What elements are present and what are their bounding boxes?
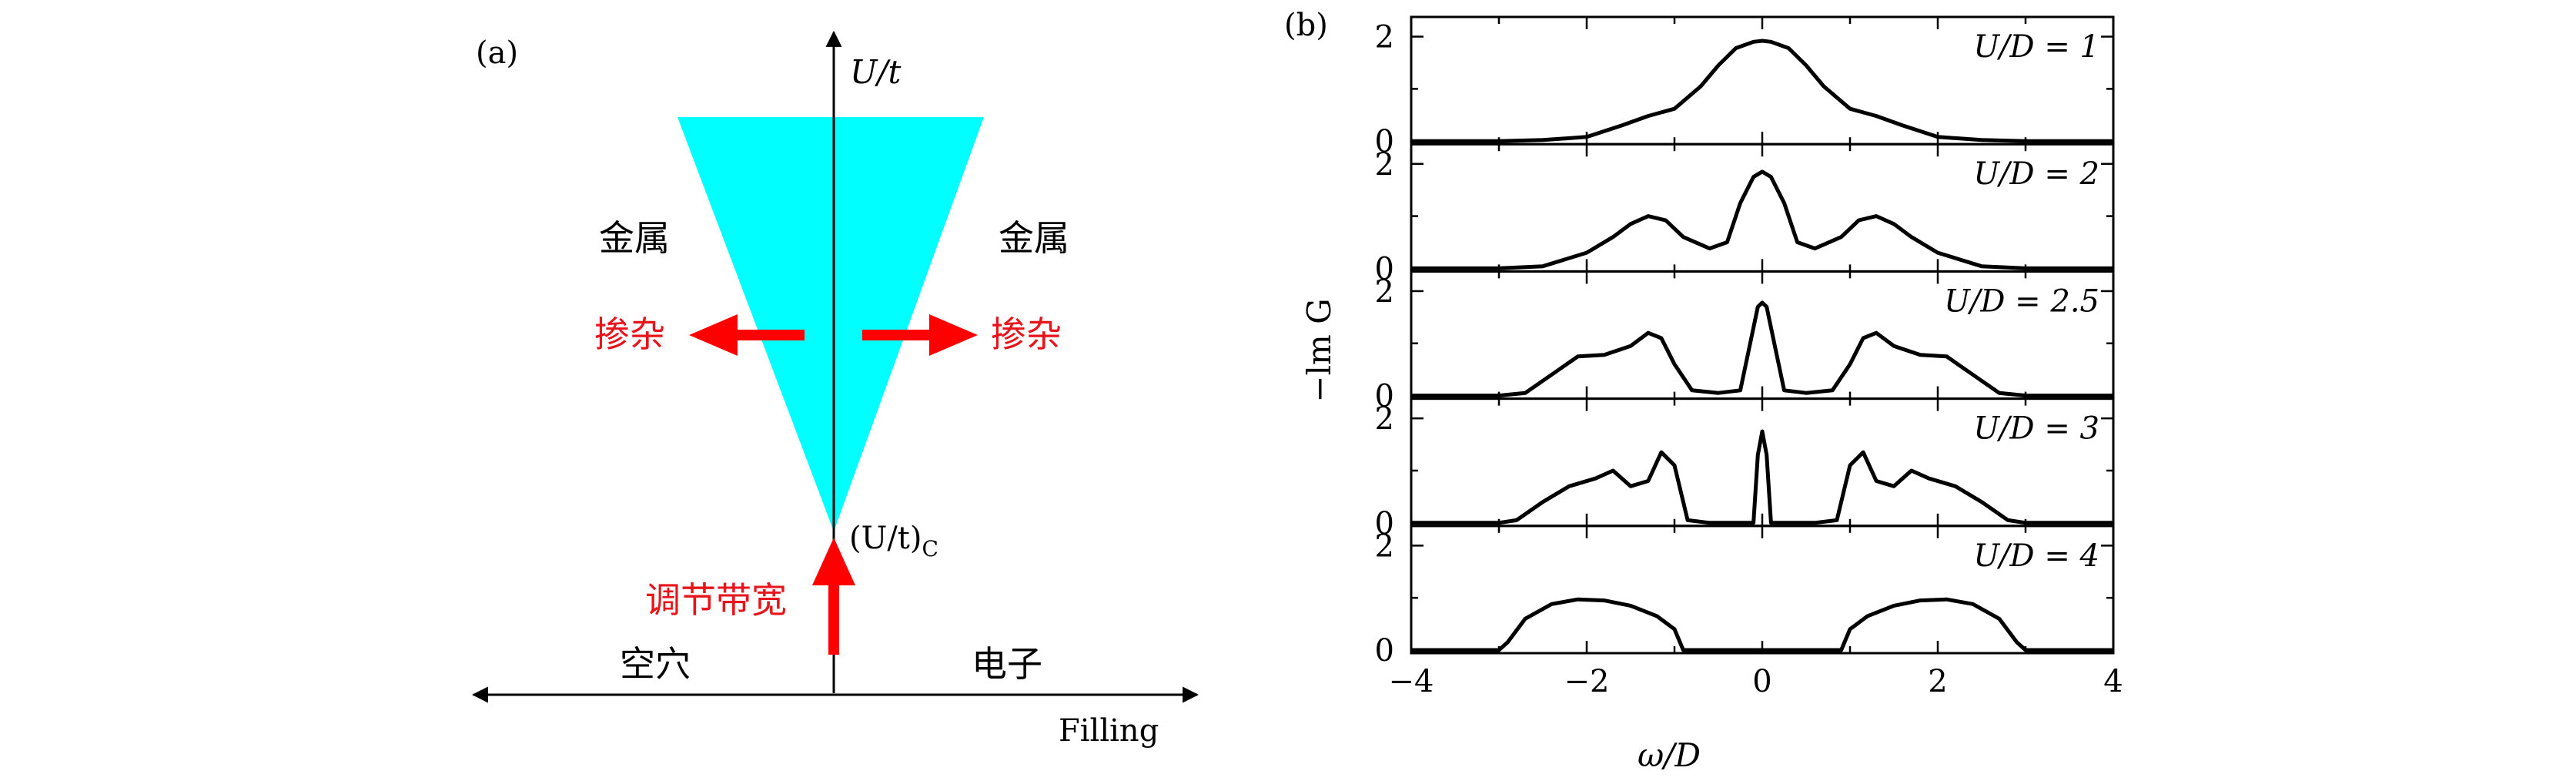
metal-label-right: 金属 (999, 217, 1069, 259)
y-tick-label: 2 (1375, 401, 1394, 437)
doping-arrow-left (689, 314, 805, 356)
y-axis-label-ut: U/t (850, 53, 902, 91)
bandwidth-tuning-label: 调节带宽 (645, 579, 787, 621)
series-label: U/D = 4 (1973, 538, 2099, 574)
x-axis-title: ω/D (1638, 736, 1701, 774)
y-tick-label: 2 (1375, 528, 1394, 564)
panel-a-label: (a) (476, 35, 518, 71)
y-tick-label: 2 (1375, 20, 1394, 55)
subpanel-2: 0 2 U/D = 2 (1375, 142, 2115, 287)
critical-point-label: (U/t)C (849, 521, 938, 561)
x-axis-label-filling: Filling (1059, 713, 1159, 749)
spectral-function-stack: 02 U/D = 102 U/D = 202 U/D = 2.502 U/D = 302… (1375, 15, 2123, 699)
series-label: U/D = 2 (1973, 156, 2099, 192)
subpanel-4: 0 2 U/D = 3 (1375, 397, 2115, 541)
y-tick-label: 2 (1375, 274, 1394, 310)
y-tick-label: 0 (1375, 379, 1394, 414)
y-tick-label: 0 (1375, 251, 1394, 287)
series-line (1411, 300, 2113, 398)
doping-label-right: 掺杂 (991, 313, 1062, 355)
y-axis-title: −lm G (1300, 298, 1338, 402)
doping-arrow-right (862, 314, 978, 356)
subpanel-5: 0 2 U/D = 4 (1375, 525, 2115, 669)
y-tick-label: 0 (1375, 506, 1394, 541)
series-label: U/D = 1 (1973, 29, 2099, 65)
hole-label: 空穴 (620, 643, 691, 685)
y-tick-label: 0 (1375, 124, 1394, 159)
series-line (1411, 39, 2113, 143)
x-tick-label: 0 (1752, 664, 1771, 699)
panel-b-label: (b) (1284, 8, 1328, 43)
x-tick-label: 4 (2103, 664, 2123, 699)
bandwidth-tuning-arrow (812, 538, 855, 655)
doping-label-left: 掺杂 (594, 313, 665, 355)
mott-insulator-region (677, 117, 984, 531)
series-line (1411, 597, 2113, 652)
panel-a: (a) U/t Filling (U/t)C 金属 金属 掺杂 掺杂 调节带宽 (471, 30, 1199, 749)
series-label: U/D = 2.5 (1944, 283, 2099, 319)
subpanel-3: 0 2 U/D = 2.5 (1375, 270, 2115, 414)
y-tick-label: 0 (1375, 633, 1394, 669)
subpanel-1: 0 2 U/D = 1 (1375, 15, 2115, 159)
metal-label-left: 金属 (599, 217, 670, 259)
x-tick-label: −2 (1564, 664, 1610, 699)
series-line (1411, 429, 2113, 525)
panel-b: (b) 02 U/D = 102 U/D = 202 U/D = 2.502 U/D =… (1284, 8, 2123, 774)
y-tick-label: 2 (1375, 147, 1394, 183)
x-tick-label: 2 (1928, 664, 1947, 699)
series-label: U/D = 3 (1973, 411, 2099, 447)
x-tick-label: −4 (1389, 664, 1434, 699)
series-line (1411, 169, 2113, 270)
electron-label: 电子 (972, 643, 1042, 685)
